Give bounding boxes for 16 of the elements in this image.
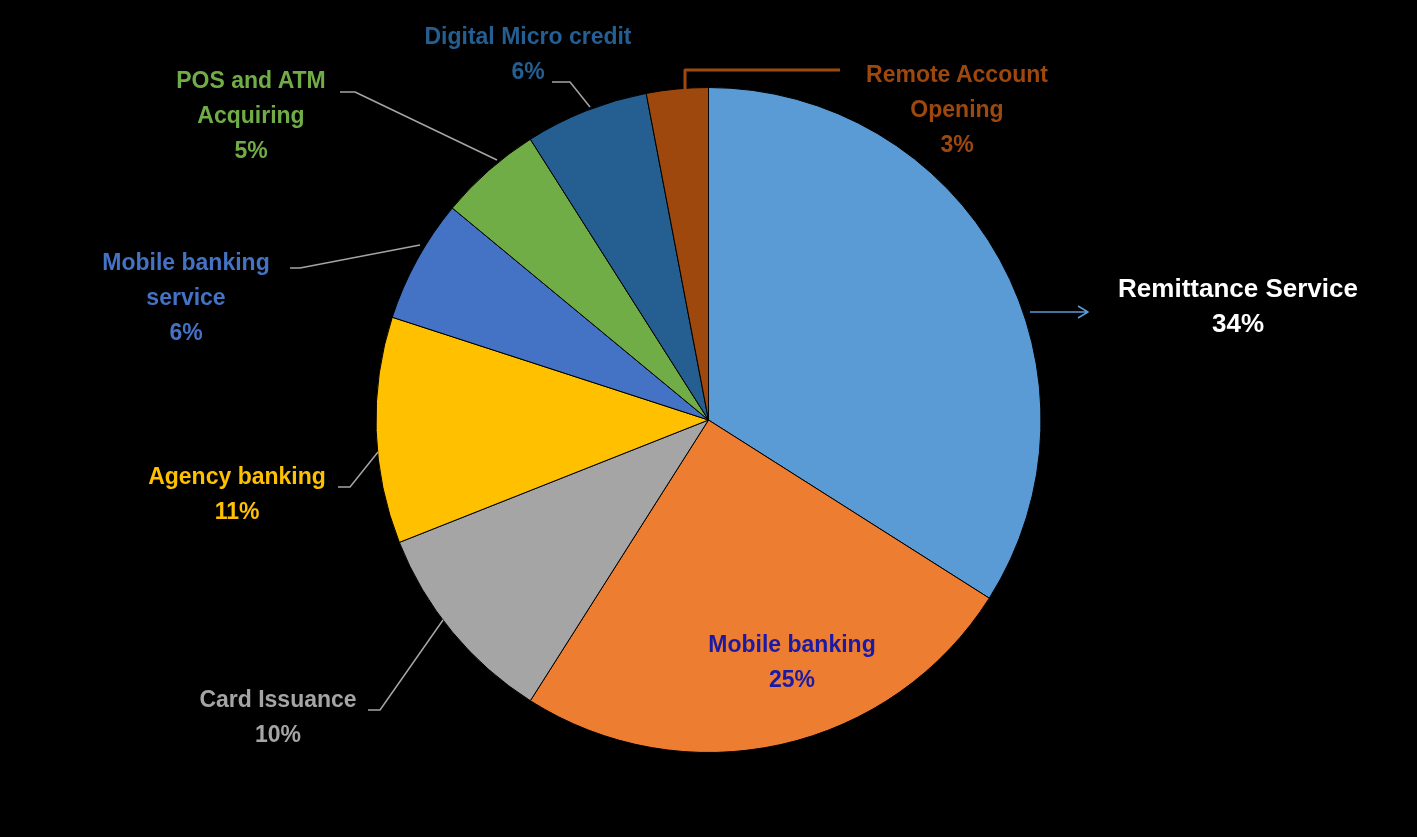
slice-label: Digital Micro credit	[424, 23, 632, 50]
data-label: 34%	[1211, 308, 1265, 339]
data-label: 3%	[940, 131, 974, 158]
data-label: 10%	[254, 721, 302, 748]
slice-label: Mobile banking service	[102, 249, 270, 311]
data-label: 25%	[768, 666, 816, 693]
data-label: 6%	[169, 319, 203, 346]
slice-label: Remote Account Opening	[866, 61, 1049, 123]
data-label: 11%	[214, 498, 260, 525]
data-label: 5%	[234, 137, 268, 164]
slice-label: POS and ATM Acquiring	[176, 67, 326, 129]
slice-label: Mobile banking	[708, 631, 876, 658]
slice-label: Card Issuance	[199, 686, 357, 713]
slice-label: Remittance Service	[1118, 273, 1358, 304]
slice-label: Agency banking	[148, 463, 326, 490]
data-label: 6%	[511, 58, 545, 85]
